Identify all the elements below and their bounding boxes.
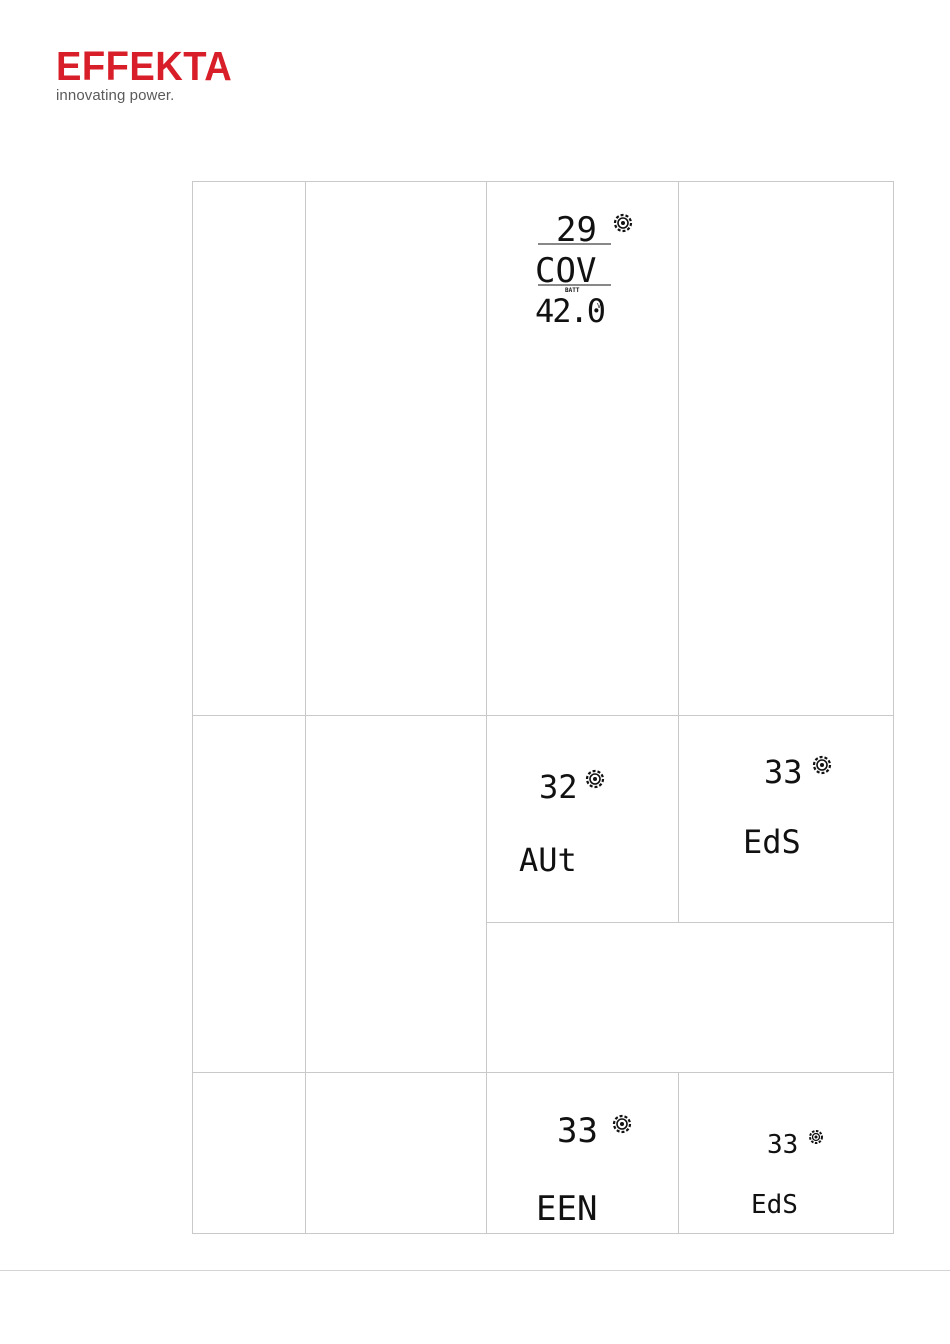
lcd-batt-label: BATT [565,287,580,294]
col-divider-1 [305,181,306,1234]
col-divider-3-row2 [678,715,679,922]
lcd-setting-value: EdS [751,1190,798,1220]
col-divider-3-row3 [678,1072,679,1233]
row-divider-3 [192,1072,894,1073]
gear-icon [812,755,832,775]
lcd-program-number: 32 [539,768,578,806]
logo-tagline: innovating power. [56,87,175,104]
lcd-setting-value: EdS [743,823,801,860]
lcd-program-number: 29 [556,210,597,250]
table-border-left [192,181,193,1234]
effekta-logo: EFFEKTA innovating power. [56,44,246,104]
table-border-right [893,181,894,1234]
lcd-program-number: 33 [764,753,803,791]
footer-divider [0,1270,950,1271]
row-divider-1 [192,715,894,716]
lcd-display-program-32: 32 AUt [519,768,605,879]
row-divider-2-sub [486,922,894,923]
lcd-program-number: 33 [767,1130,798,1160]
lcd-voltage-value: 42.0 [535,292,605,330]
table-border-top [192,181,894,182]
lcd-setting-value: COV [535,251,596,291]
gear-icon [585,769,605,789]
table-border-bottom [192,1233,894,1234]
lcd-display-program-33: 33 EdS [743,753,832,860]
lcd-display-program-33-disable: 33 EdS [751,1130,823,1220]
lcd-voltage-unit: V [597,302,602,310]
gear-icon [613,213,633,233]
logo-wordmark: EFFEKTA [56,43,233,89]
lcd-display-program-33-enable: 33 EEN [536,1111,632,1225]
gear-icon [612,1114,632,1134]
lcd-setting-value: EEN [536,1189,597,1225]
lcd-display-program-29: 29 COV BATT 42.0 V [535,210,633,330]
col-divider-2 [486,181,487,1234]
lcd-program-number: 33 [557,1111,598,1151]
gear-icon [809,1130,823,1144]
col-divider-3-row1 [678,181,679,715]
lcd-setting-value: AUt [519,841,577,879]
